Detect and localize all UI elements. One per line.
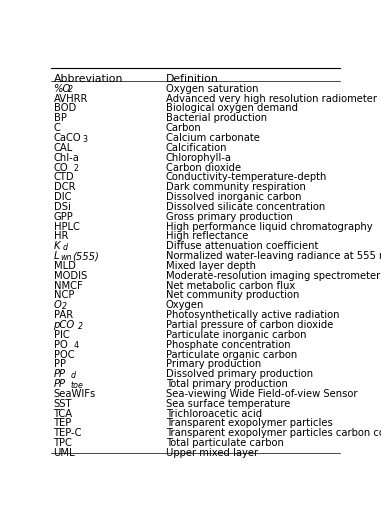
Text: Sea-viewing Wide Field-of-view Sensor: Sea-viewing Wide Field-of-view Sensor — [166, 389, 357, 399]
Text: Normalized water-leaving radiance at 555 nm: Normalized water-leaving radiance at 555… — [166, 251, 381, 261]
Text: Carbon: Carbon — [166, 123, 202, 133]
Text: toe: toe — [70, 381, 83, 390]
Text: Photosynthetically active radiation: Photosynthetically active radiation — [166, 310, 339, 320]
Text: Dissolved primary production: Dissolved primary production — [166, 369, 313, 379]
Text: Primary production: Primary production — [166, 359, 261, 369]
Text: TCA: TCA — [53, 409, 73, 419]
Text: L: L — [53, 251, 59, 261]
Text: DSi: DSi — [53, 202, 70, 212]
Text: TEP-C: TEP-C — [53, 428, 82, 438]
Text: PAR: PAR — [53, 310, 73, 320]
Text: Net metabolic carbon flux: Net metabolic carbon flux — [166, 280, 295, 291]
Text: wn: wn — [60, 252, 72, 262]
Text: 4: 4 — [74, 341, 78, 350]
Text: Transparent exopolymer particles carbon concentration: Transparent exopolymer particles carbon … — [166, 428, 381, 438]
Text: Trichloroacetic acid: Trichloroacetic acid — [166, 409, 262, 419]
Text: POC: POC — [53, 349, 74, 359]
Text: AVHRR: AVHRR — [53, 94, 88, 104]
Text: Transparent exopolymer particles: Transparent exopolymer particles — [166, 418, 333, 428]
Text: Abbreviation: Abbreviation — [53, 74, 123, 84]
Text: Oxygen: Oxygen — [166, 300, 204, 310]
Text: High performance liquid chromatography: High performance liquid chromatography — [166, 221, 372, 231]
Text: 2: 2 — [74, 164, 78, 173]
Text: BOD: BOD — [53, 104, 76, 114]
Text: %O: %O — [53, 84, 71, 94]
Text: PP: PP — [53, 369, 66, 379]
Text: d: d — [63, 243, 68, 252]
Text: Net community production: Net community production — [166, 290, 299, 300]
Text: Total particulate carbon: Total particulate carbon — [166, 438, 283, 448]
Text: Chlorophyll-a: Chlorophyll-a — [166, 153, 232, 163]
Text: Dissolved silicate concentration: Dissolved silicate concentration — [166, 202, 325, 212]
Text: Calcification: Calcification — [166, 143, 227, 153]
Text: Oxygen saturation: Oxygen saturation — [166, 84, 258, 94]
Text: PIC: PIC — [53, 330, 69, 340]
Text: Dissolved inorganic carbon: Dissolved inorganic carbon — [166, 192, 301, 202]
Text: Advanced very high resolution radiometer: Advanced very high resolution radiometer — [166, 94, 377, 104]
Text: CTD: CTD — [53, 173, 74, 183]
Text: SST: SST — [53, 399, 72, 409]
Text: Sea surface temperature: Sea surface temperature — [166, 399, 290, 409]
Text: High reflectance: High reflectance — [166, 231, 248, 241]
Text: SeaWIFs: SeaWIFs — [53, 389, 96, 399]
Text: MLD: MLD — [53, 261, 75, 271]
Text: Moderate-resolution imaging spectrometer: Moderate-resolution imaging spectrometer — [166, 271, 380, 281]
Text: Gross primary production: Gross primary production — [166, 212, 293, 222]
Text: PP: PP — [53, 359, 66, 369]
Text: Bacterial production: Bacterial production — [166, 113, 267, 123]
Text: Diffuse attenuation coefficient: Diffuse attenuation coefficient — [166, 241, 318, 251]
Text: DIC: DIC — [53, 192, 71, 202]
Text: Phosphate concentration: Phosphate concentration — [166, 340, 290, 350]
Text: MODIS: MODIS — [53, 271, 87, 281]
Text: Conductivity-temperature-depth: Conductivity-temperature-depth — [166, 173, 327, 183]
Text: BP: BP — [53, 113, 66, 123]
Text: UML: UML — [53, 448, 75, 458]
Text: C: C — [53, 123, 61, 133]
Text: TPC: TPC — [53, 438, 72, 448]
Text: O: O — [53, 300, 61, 310]
Text: PO: PO — [53, 340, 67, 350]
Text: (555): (555) — [72, 251, 99, 261]
Text: NMCF: NMCF — [53, 280, 82, 291]
Text: CAL: CAL — [53, 143, 73, 153]
Text: Calcium carbonate: Calcium carbonate — [166, 133, 259, 143]
Text: Partial pressure of carbon dioxide: Partial pressure of carbon dioxide — [166, 320, 333, 330]
Text: HPLC: HPLC — [53, 221, 79, 231]
Text: d: d — [70, 371, 76, 380]
Text: Upper mixed layer: Upper mixed layer — [166, 448, 258, 458]
Text: Particulate organic carbon: Particulate organic carbon — [166, 349, 297, 359]
Text: Mixed layer depth: Mixed layer depth — [166, 261, 256, 271]
Text: Total primary production: Total primary production — [166, 379, 288, 389]
Text: PP: PP — [53, 379, 66, 389]
Text: HR: HR — [53, 231, 68, 241]
Text: TEP: TEP — [53, 418, 72, 428]
Text: Particulate inorganic carbon: Particulate inorganic carbon — [166, 330, 306, 340]
Text: Carbon dioxide: Carbon dioxide — [166, 163, 241, 173]
Text: DCR: DCR — [53, 182, 75, 192]
Text: CaCO: CaCO — [53, 133, 81, 143]
Text: NCP: NCP — [53, 290, 74, 300]
Text: K: K — [53, 241, 60, 251]
Text: 3: 3 — [82, 135, 88, 144]
Text: 2: 2 — [62, 302, 67, 311]
Text: GPP: GPP — [53, 212, 73, 222]
Text: 2: 2 — [78, 321, 83, 331]
Text: Biological oxygen demand: Biological oxygen demand — [166, 104, 298, 114]
Text: Dark community respiration: Dark community respiration — [166, 182, 306, 192]
Text: Definition: Definition — [166, 74, 218, 84]
Text: CO: CO — [53, 163, 68, 173]
Text: pCO: pCO — [53, 320, 75, 330]
Text: 2: 2 — [68, 85, 73, 94]
Text: Chl-a: Chl-a — [53, 153, 79, 163]
